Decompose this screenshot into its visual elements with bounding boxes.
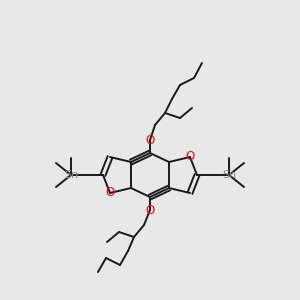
Text: O: O bbox=[146, 203, 154, 217]
Text: O: O bbox=[185, 151, 195, 164]
Text: Sn: Sn bbox=[222, 170, 236, 180]
Text: O: O bbox=[146, 134, 154, 146]
Text: O: O bbox=[105, 187, 115, 200]
Text: Sn: Sn bbox=[64, 170, 78, 180]
